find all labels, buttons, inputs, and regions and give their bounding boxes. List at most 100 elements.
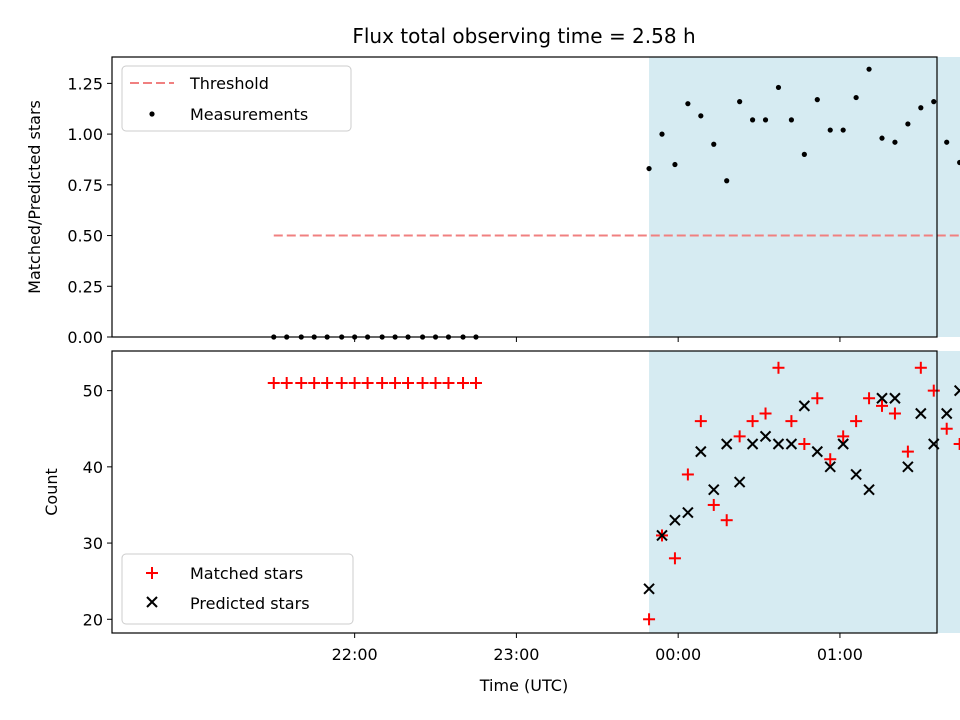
x-tick-label: 22:00 xyxy=(332,645,378,664)
measurement-point xyxy=(646,165,652,172)
matched-star-point xyxy=(798,437,811,450)
measurement-point xyxy=(788,117,795,123)
measurement-point xyxy=(659,131,665,137)
top-y-tick-label: 1.25 xyxy=(67,74,103,93)
predicted-star-point xyxy=(915,407,927,420)
matched-star-point xyxy=(376,377,389,390)
measurement-point xyxy=(749,117,756,123)
matched-star-point xyxy=(940,422,953,435)
matched-star-point xyxy=(280,377,293,390)
matched-star-point xyxy=(457,377,470,390)
matched-star-point xyxy=(876,399,888,412)
matched-star-point xyxy=(348,377,361,390)
matched-star-point xyxy=(746,415,759,428)
legend-matched-label: Matched stars xyxy=(190,564,303,583)
predicted-star-point xyxy=(746,438,759,450)
chart-title: Flux total observing time = 2.58 h xyxy=(352,24,695,48)
top-panel: 0.00 0.25 0.50 0.75 1.00 1.25 Matched/Predict… xyxy=(25,56,960,347)
measurement-point xyxy=(931,99,937,105)
measurement-point xyxy=(672,161,678,168)
bottom-y-axis-label: Count xyxy=(42,468,61,516)
top-y-tick-label: 0.00 xyxy=(67,328,103,347)
top-y-tick-label: 0.75 xyxy=(67,176,103,195)
predicted-star-point xyxy=(759,430,772,443)
predicted-star-point xyxy=(733,476,746,488)
matched-star-point xyxy=(442,377,455,390)
measurement-point xyxy=(944,139,950,145)
matched-star-point xyxy=(361,377,374,390)
matched-star-point xyxy=(694,415,707,428)
matched-star-point xyxy=(850,415,863,428)
predicted-star-point xyxy=(811,445,824,458)
x-tick-label: 23:00 xyxy=(493,645,539,664)
measurement-point xyxy=(698,113,704,119)
top-observing-span xyxy=(649,57,960,337)
measurement-point xyxy=(711,141,717,147)
top-y-tick-label: 0.25 xyxy=(67,277,103,296)
x-tick-label: 00:00 xyxy=(655,645,701,664)
matched-star-point xyxy=(469,377,482,390)
x-axis-label: Time (UTC) xyxy=(479,676,568,695)
bottom-axes-frame xyxy=(111,350,938,634)
bottom-y-tick-label: 30 xyxy=(83,534,103,553)
legend-threshold-label: Threshold xyxy=(189,74,269,93)
matched-star-point xyxy=(927,384,940,397)
matched-star-point xyxy=(267,377,280,390)
matched-star-point xyxy=(389,377,402,390)
matched-star-point xyxy=(888,407,901,420)
matched-star-point xyxy=(643,613,656,626)
measurement-point xyxy=(801,151,807,157)
matched-star-point xyxy=(733,430,746,443)
bottom-legend: Matched stars Predicted stars xyxy=(121,553,354,625)
legend-matched-swatch xyxy=(146,567,158,579)
measurement-point xyxy=(827,127,833,133)
predicted-star-point xyxy=(785,438,798,450)
measurement-point xyxy=(685,101,691,107)
predicted-star-point xyxy=(772,438,785,450)
measurement-point xyxy=(775,84,782,91)
measurement-point xyxy=(905,121,911,127)
matched-star-point xyxy=(837,430,850,443)
matched-star-point xyxy=(824,453,837,466)
predicted-star-point xyxy=(656,529,668,542)
predicted-star-point xyxy=(669,514,681,526)
top-axes-frame xyxy=(111,56,938,338)
predicted-star-point xyxy=(940,407,953,420)
top-y-tick-label: 0.50 xyxy=(67,227,103,246)
legend-predicted-label: Predicted stars xyxy=(190,594,310,613)
matched-star-point xyxy=(335,377,348,390)
measurement-point xyxy=(879,135,885,141)
predicted-star-point xyxy=(850,468,862,481)
predicted-star-point xyxy=(876,392,888,404)
matched-star-point xyxy=(720,514,733,527)
measurement-point xyxy=(957,159,960,166)
predicted-star-point xyxy=(695,445,707,458)
predicted-star-point xyxy=(643,583,655,595)
measurement-point xyxy=(853,94,859,101)
matched-star-point xyxy=(402,377,415,390)
legend-predicted-swatch xyxy=(146,596,158,608)
legend-measurements-swatch xyxy=(149,111,155,117)
predicted-star-point xyxy=(837,438,849,450)
measurement-point xyxy=(724,178,730,184)
measurement-point xyxy=(892,139,898,145)
bottom-y-tick-label: 20 xyxy=(83,610,103,629)
predicted-star-point xyxy=(682,506,694,519)
predicted-star-point xyxy=(798,400,811,412)
top-y-axis-label: Matched/Predicted stars xyxy=(25,100,44,294)
measurement-point xyxy=(866,66,872,72)
legend-measurements-label: Measurements xyxy=(190,105,308,124)
predicted-star-point xyxy=(824,461,836,473)
predicted-star-point xyxy=(708,484,720,496)
predicted-star-point xyxy=(720,438,733,450)
measurement-point xyxy=(814,97,820,103)
measurement-point xyxy=(737,99,743,105)
predicted-star-point xyxy=(889,392,901,404)
top-legend: Threshold Measurements xyxy=(121,65,352,132)
matched-star-point xyxy=(295,377,308,390)
matched-star-point xyxy=(429,377,442,390)
matched-star-point xyxy=(707,498,720,511)
bottom-y-tick-label: 40 xyxy=(83,458,103,477)
matched-star-point xyxy=(785,415,798,428)
